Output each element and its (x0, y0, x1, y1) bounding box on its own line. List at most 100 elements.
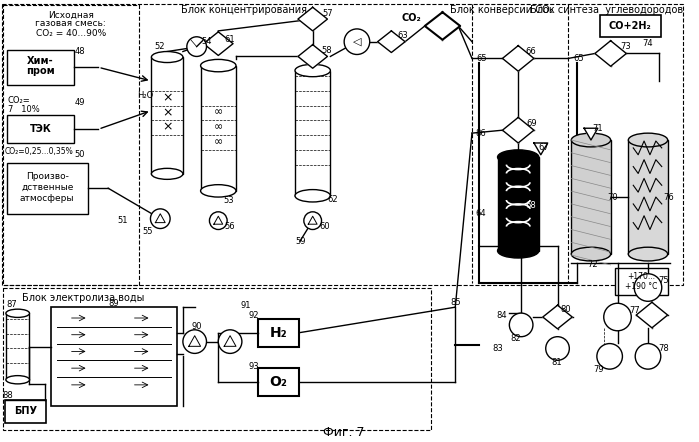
Text: ×: × (162, 106, 173, 119)
Ellipse shape (201, 59, 236, 72)
Text: 77: 77 (629, 305, 640, 315)
Text: +170...: +170... (627, 272, 655, 281)
Text: Блок электролиза воды: Блок электролиза воды (22, 293, 145, 303)
Text: Блок конверсии СО₂: Блок конверсии СО₂ (449, 5, 553, 15)
Text: СО₂: СО₂ (401, 13, 421, 23)
Text: +190 °C: +190 °C (625, 282, 657, 291)
Text: БПУ: БПУ (14, 406, 37, 416)
Polygon shape (503, 118, 534, 143)
Text: 64: 64 (475, 209, 486, 218)
Text: 80: 80 (560, 305, 570, 314)
FancyBboxPatch shape (628, 140, 668, 254)
Circle shape (183, 330, 206, 354)
Text: 90: 90 (192, 322, 202, 332)
Text: 67: 67 (538, 143, 549, 152)
Text: 62: 62 (327, 194, 338, 203)
Polygon shape (534, 143, 548, 155)
Ellipse shape (571, 247, 611, 261)
Text: 92: 92 (248, 311, 259, 320)
Text: ×: × (162, 91, 173, 104)
Polygon shape (298, 7, 327, 31)
Circle shape (597, 343, 622, 369)
Text: 53: 53 (224, 197, 234, 206)
Polygon shape (543, 305, 572, 329)
FancyBboxPatch shape (600, 15, 661, 37)
Ellipse shape (295, 190, 331, 202)
Text: 63: 63 (398, 31, 408, 40)
Text: 85: 85 (450, 298, 461, 307)
Polygon shape (636, 302, 668, 328)
Circle shape (510, 313, 533, 337)
Text: 74: 74 (642, 39, 654, 48)
FancyBboxPatch shape (7, 50, 74, 85)
Text: 82: 82 (510, 334, 521, 343)
Ellipse shape (295, 65, 331, 77)
Text: ∞: ∞ (214, 122, 223, 132)
Ellipse shape (571, 133, 611, 147)
Text: 86: 86 (475, 129, 487, 137)
Circle shape (634, 274, 662, 301)
Circle shape (344, 29, 370, 54)
Circle shape (210, 212, 227, 229)
Ellipse shape (6, 309, 29, 317)
Polygon shape (203, 32, 233, 55)
Text: газовая смесь:: газовая смесь: (36, 19, 106, 28)
Text: 72: 72 (588, 260, 598, 270)
Ellipse shape (498, 244, 539, 258)
Ellipse shape (628, 133, 668, 147)
Text: 76: 76 (663, 193, 674, 202)
Text: ∞: ∞ (214, 137, 223, 147)
Text: 70: 70 (607, 193, 618, 202)
Text: 60: 60 (319, 222, 330, 231)
Text: 58: 58 (321, 46, 332, 55)
Text: Фиг. 7: Фиг. 7 (324, 426, 365, 438)
Text: 83: 83 (492, 344, 503, 353)
Text: Блок концентрирования: Блок концентрирования (181, 5, 307, 15)
Text: 69: 69 (526, 119, 538, 128)
Text: 87: 87 (6, 300, 17, 309)
Text: 93: 93 (248, 362, 259, 371)
Text: 89: 89 (109, 299, 120, 308)
Text: 65: 65 (477, 54, 487, 63)
Text: 65: 65 (574, 54, 584, 63)
FancyBboxPatch shape (295, 71, 331, 196)
Circle shape (635, 343, 661, 369)
Text: 7   10%: 7 10% (8, 105, 40, 114)
Polygon shape (425, 12, 460, 40)
FancyBboxPatch shape (7, 115, 74, 143)
Text: ◁: ◁ (353, 37, 361, 47)
Text: дственные: дственные (21, 183, 73, 192)
Circle shape (150, 209, 170, 229)
Circle shape (546, 337, 569, 360)
FancyBboxPatch shape (258, 368, 299, 396)
Text: 55: 55 (142, 227, 153, 236)
Text: H₂O: H₂O (138, 91, 154, 100)
Polygon shape (298, 45, 327, 68)
Text: 59: 59 (296, 237, 306, 246)
Ellipse shape (6, 376, 29, 384)
Circle shape (187, 37, 206, 57)
Text: СО₂ = 40...90%: СО₂ = 40...90% (36, 29, 106, 38)
Text: 75: 75 (658, 276, 669, 285)
FancyBboxPatch shape (152, 57, 183, 174)
Text: СО₂=: СО₂= (8, 96, 31, 105)
Text: 51: 51 (117, 216, 128, 225)
Text: 88: 88 (3, 391, 13, 400)
Text: 49: 49 (74, 98, 85, 107)
Text: СО+2Н₂: СО+2Н₂ (609, 21, 651, 31)
Text: 48: 48 (74, 47, 85, 56)
Text: ∞: ∞ (214, 107, 223, 118)
Text: 78: 78 (658, 344, 669, 353)
Text: ×: × (162, 121, 173, 134)
Text: 50: 50 (74, 150, 85, 159)
Text: ТЭК: ТЭК (29, 124, 51, 134)
Text: 79: 79 (593, 365, 604, 373)
Ellipse shape (152, 52, 183, 63)
FancyBboxPatch shape (258, 319, 299, 347)
Text: пром: пром (26, 66, 55, 76)
Ellipse shape (152, 168, 183, 179)
Text: Произво-: Произво- (26, 172, 69, 181)
Circle shape (304, 212, 322, 229)
Text: 84: 84 (496, 311, 507, 320)
Circle shape (604, 303, 631, 331)
